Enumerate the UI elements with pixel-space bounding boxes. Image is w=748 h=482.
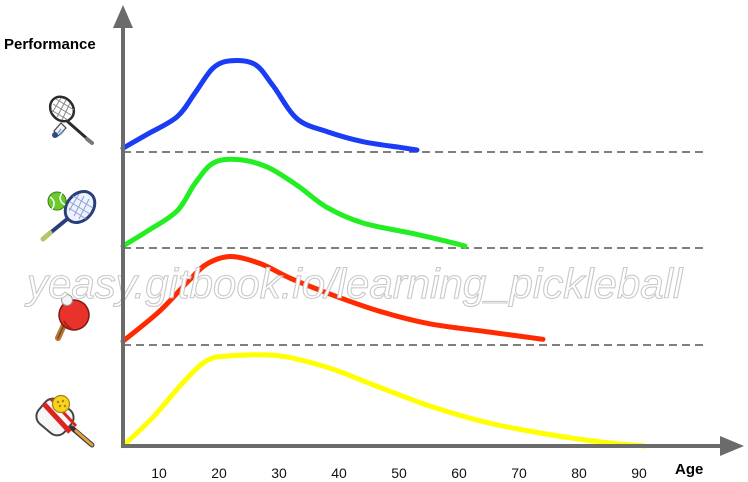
performance-curves <box>120 57 648 449</box>
table-tennis-icon <box>55 294 90 341</box>
watermark: yeasy.gitbook.io/learning_pickleball <box>24 260 684 307</box>
x-tick-label: 70 <box>511 465 527 481</box>
curve-badminton <box>120 57 420 153</box>
y-axis-title: Performance <box>4 36 96 53</box>
x-tick-label: 20 <box>211 465 227 481</box>
curve-pickleball <box>120 352 648 449</box>
x-tick-label: 60 <box>451 465 467 481</box>
sport-icons <box>35 95 97 448</box>
x-tick-label: 80 <box>571 465 587 481</box>
x-axis-arrow <box>720 436 744 456</box>
x-tick-label: 40 <box>331 465 347 481</box>
curve-tennis <box>120 156 468 249</box>
y-axis-arrow <box>113 5 133 28</box>
axes <box>113 5 744 456</box>
baselines <box>123 151 708 346</box>
x-axis-title: Age <box>675 461 703 478</box>
x-tick-label: 10 <box>151 465 167 481</box>
curve-table-tennis <box>120 254 546 344</box>
x-tick-label: 90 <box>631 465 647 481</box>
pickleball-icon <box>35 394 95 448</box>
x-tick-label: 30 <box>271 465 287 481</box>
x-tick-label: 50 <box>391 465 407 481</box>
tennis-icon <box>40 190 97 242</box>
badminton-icon <box>48 95 94 145</box>
x-tick-labels: 10 20 30 40 50 60 70 80 90 <box>151 465 647 481</box>
